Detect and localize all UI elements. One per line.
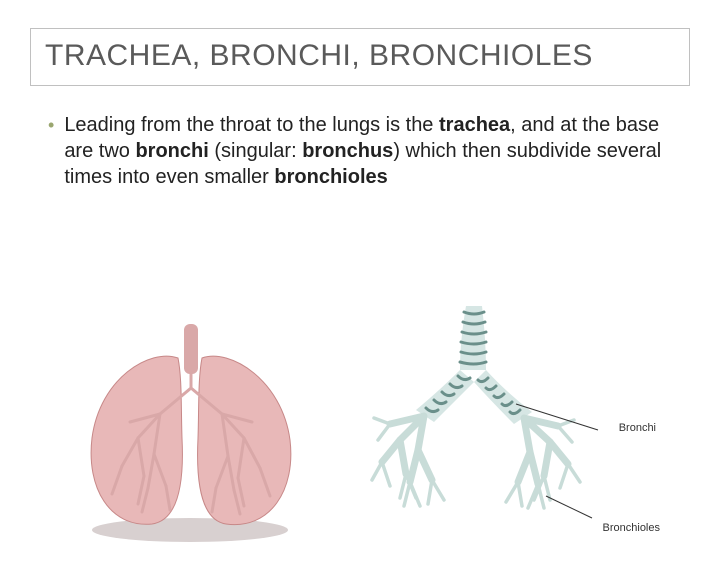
bullet-text: Leading from the throat to the lungs is … — [64, 112, 672, 190]
text-bold: bronchus — [302, 140, 393, 162]
text-seg: (singular: — [209, 140, 302, 162]
label-bronchi: Bronchi — [619, 422, 656, 434]
text-bold: bronchioles — [274, 166, 387, 188]
lungs-shadow — [92, 518, 288, 542]
bronchi-svg — [360, 300, 660, 548]
figure-lungs — [60, 318, 320, 548]
page-title: TRACHEA, BRONCHI, BRONCHIOLES — [45, 39, 675, 73]
trachea-tube — [460, 306, 486, 370]
text-bold: bronchi — [135, 140, 208, 162]
text-seg: Leading from the throat to the lungs is … — [64, 114, 439, 136]
bullet-row: • Leading from the throat to the lungs i… — [48, 112, 672, 190]
bullet-dot-icon: • — [48, 112, 54, 138]
bullet-block: • Leading from the throat to the lungs i… — [48, 112, 672, 190]
text-bold: trachea — [439, 114, 510, 136]
lungs-svg — [60, 318, 320, 548]
main-bronchi — [416, 370, 532, 424]
trachea — [184, 324, 198, 374]
figures-row: Bronchi Bronchioles — [0, 300, 720, 548]
figure-bronchi-diagram: Bronchi Bronchioles — [360, 300, 660, 548]
label-bronchioles: Bronchioles — [603, 522, 660, 534]
title-box: TRACHEA, BRONCHI, BRONCHIOLES — [30, 28, 690, 86]
